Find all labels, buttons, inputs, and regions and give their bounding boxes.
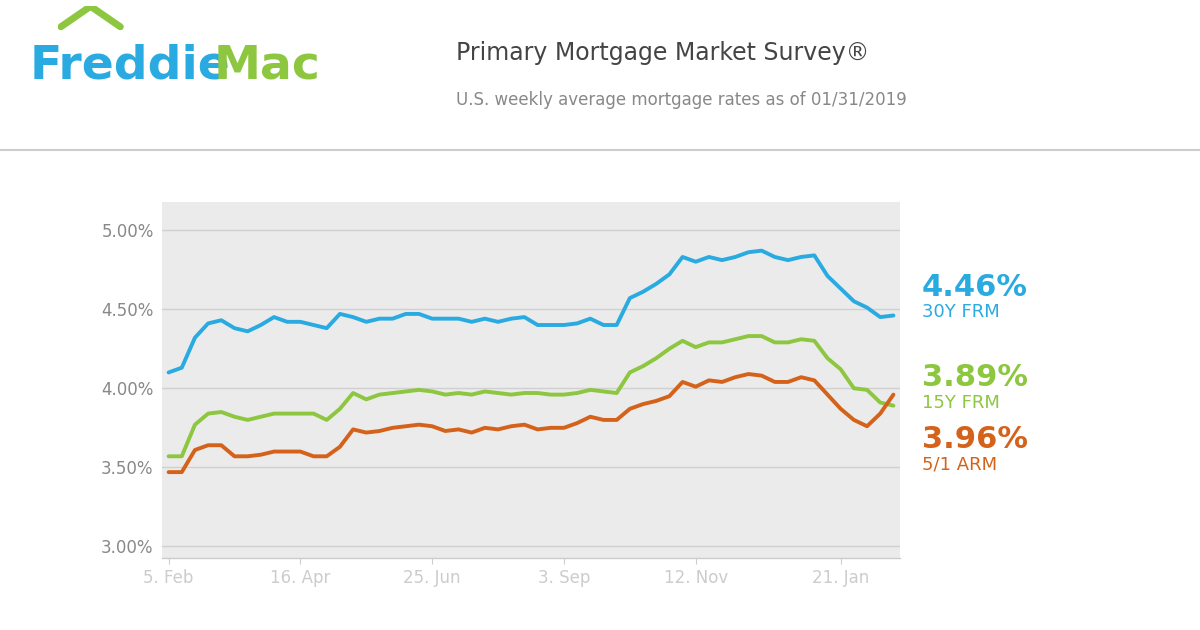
Text: Primary Mortgage Market Survey®: Primary Mortgage Market Survey® <box>456 41 869 65</box>
Text: 3.96%: 3.96% <box>922 425 1027 454</box>
Text: 30Y FRM: 30Y FRM <box>922 304 1000 321</box>
Text: Freddie: Freddie <box>30 43 230 89</box>
Text: 3.89%: 3.89% <box>922 363 1027 392</box>
Text: 5/1 ARM: 5/1 ARM <box>922 455 997 473</box>
Text: 15Y FRM: 15Y FRM <box>922 394 1000 411</box>
Text: Mac: Mac <box>214 43 320 89</box>
Text: U.S. weekly average mortgage rates as of 01/31/2019: U.S. weekly average mortgage rates as of… <box>456 91 907 110</box>
Text: 4.46%: 4.46% <box>922 273 1027 302</box>
